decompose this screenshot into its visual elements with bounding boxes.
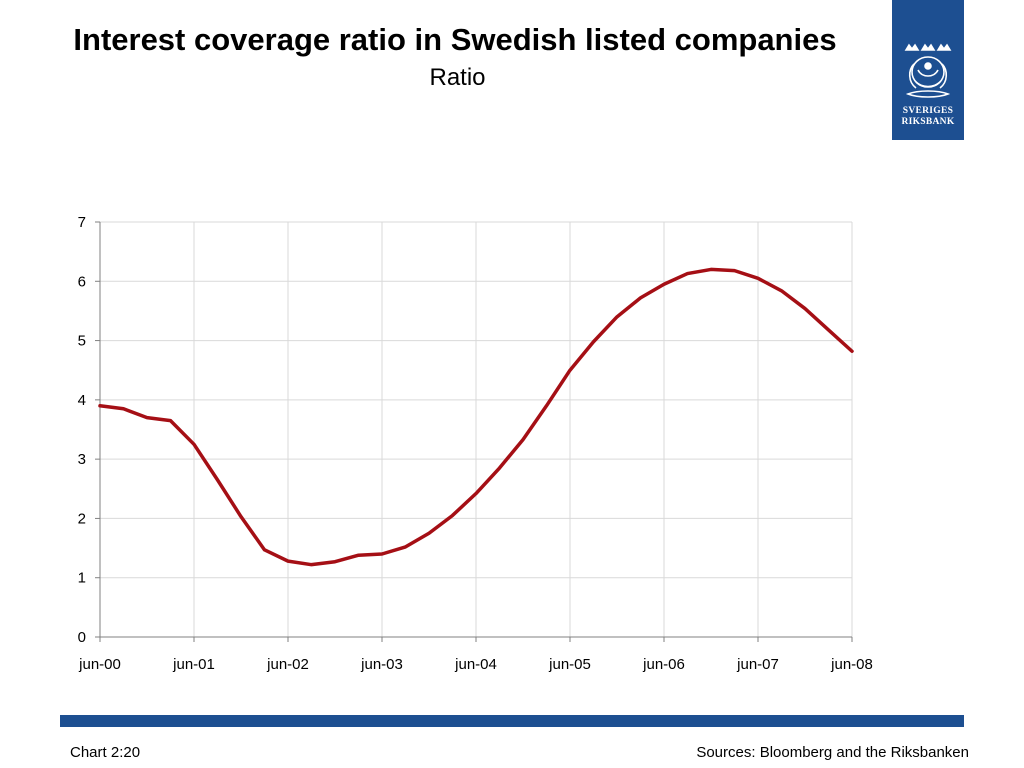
x-tick-label: jun-06 [642, 656, 685, 673]
logo-line-2: RIKSBANK [901, 117, 955, 127]
chart-number: Chart 2:20 [70, 744, 141, 761]
x-tick-label: jun-03 [360, 656, 403, 673]
x-tick-label: jun-00 [78, 656, 121, 673]
y-tick-label: 1 [78, 570, 86, 587]
x-tick-label: jun-01 [172, 656, 215, 673]
x-tick-labels: jun-00 jun-01 jun-02 jun-03 jun-04 jun-05 jun-… [78, 656, 873, 673]
riksbank-crest-icon [904, 43, 952, 98]
y-tick-label: 2 [78, 510, 86, 527]
chart-title: Interest coverage ratio in Swedish liste… [73, 22, 837, 57]
riksbank-logo: SVERIGES RIKSBANK [892, 0, 964, 140]
x-tick-label: jun-02 [266, 656, 309, 673]
footer-bar [60, 715, 964, 727]
y-tick-label: 4 [78, 392, 86, 409]
y-tick-label: 7 [78, 214, 86, 231]
y-tick-label: 3 [78, 451, 86, 468]
x-tick-label: jun-08 [830, 656, 873, 673]
sources-note: Sources: Bloomberg and the Riksbanken [696, 744, 969, 761]
axes [95, 221, 853, 642]
chart-subtitle: Ratio [429, 64, 486, 91]
x-tick-label: jun-07 [736, 656, 779, 673]
y-tick-label: 6 [78, 273, 86, 290]
series [98, 267, 854, 567]
x-tick-label: jun-04 [454, 656, 497, 673]
y-tick-label: 0 [78, 629, 86, 646]
logo-line-1: SVERIGES [902, 106, 954, 116]
x-tick-label: jun-05 [548, 656, 591, 673]
y-tick-labels: 0 1 2 3 4 5 6 7 [78, 214, 86, 646]
series-line [98, 267, 854, 567]
grid [100, 221, 853, 637]
y-tick-label: 5 [78, 333, 86, 350]
